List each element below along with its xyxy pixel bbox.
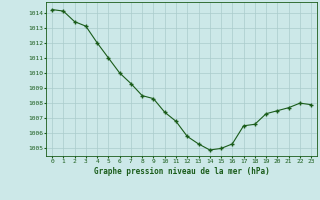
X-axis label: Graphe pression niveau de la mer (hPa): Graphe pression niveau de la mer (hPa) bbox=[94, 167, 269, 176]
